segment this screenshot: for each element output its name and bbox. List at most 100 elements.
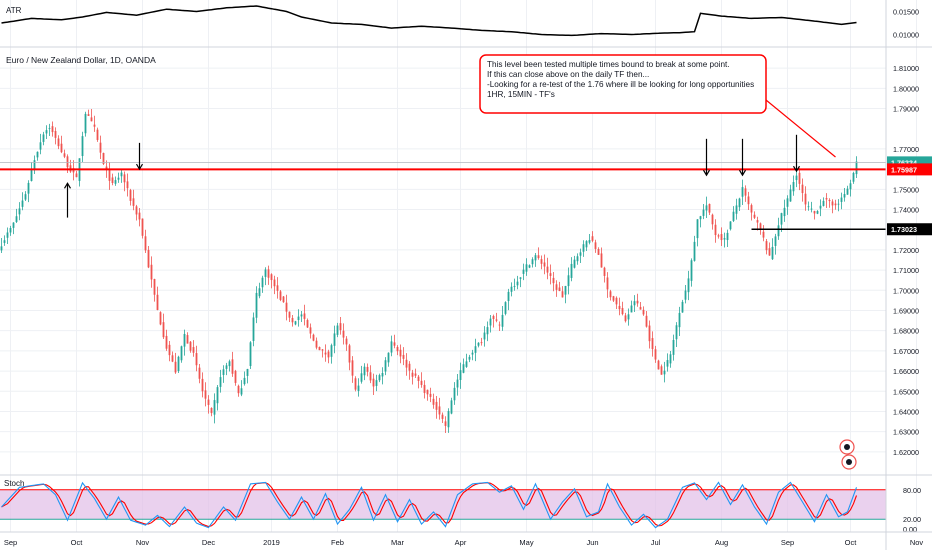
candle-body bbox=[450, 400, 453, 414]
candle bbox=[768, 242, 771, 256]
candle bbox=[282, 296, 285, 303]
candle-body bbox=[93, 124, 96, 127]
candle bbox=[699, 215, 702, 228]
annotation-callout[interactable]: This level been tested multiple times bo… bbox=[479, 54, 836, 158]
candle-body bbox=[579, 252, 582, 256]
candle bbox=[60, 135, 63, 154]
candle bbox=[396, 345, 399, 356]
time-tick-label: Nov bbox=[910, 538, 924, 547]
price-tick-label: 1.71000 bbox=[893, 266, 919, 275]
candle bbox=[417, 374, 420, 389]
candle-body bbox=[384, 360, 387, 372]
candle-body bbox=[432, 398, 435, 405]
candle bbox=[81, 131, 84, 163]
candle bbox=[21, 192, 24, 211]
price-badge-bg bbox=[887, 163, 932, 176]
candle bbox=[495, 312, 498, 323]
candle bbox=[75, 170, 78, 178]
candle-body bbox=[54, 131, 57, 138]
candle-body bbox=[459, 370, 462, 380]
candle bbox=[174, 352, 177, 374]
candle-body bbox=[306, 320, 309, 328]
stoch-k-line bbox=[1, 481, 858, 529]
candle bbox=[408, 361, 411, 380]
candle-body bbox=[627, 314, 630, 320]
candle-body bbox=[831, 201, 834, 206]
annotation-line-2: If this can close above on the daily TF … bbox=[487, 70, 649, 79]
candle bbox=[381, 367, 384, 385]
candle bbox=[498, 321, 501, 332]
candle bbox=[96, 127, 99, 142]
candle bbox=[480, 337, 483, 346]
candle bbox=[792, 175, 795, 196]
horizontal-levels[interactable] bbox=[0, 161, 886, 230]
candle bbox=[285, 294, 288, 321]
test-arrow bbox=[738, 138, 747, 177]
candle bbox=[783, 199, 786, 222]
candle bbox=[387, 352, 390, 367]
candle bbox=[288, 311, 291, 322]
candle-body bbox=[111, 177, 114, 183]
candle bbox=[669, 351, 672, 368]
candle-body bbox=[156, 294, 159, 310]
candle bbox=[117, 172, 120, 183]
candle bbox=[36, 151, 39, 161]
candle bbox=[471, 349, 474, 361]
candle bbox=[429, 387, 432, 403]
candle-body bbox=[735, 205, 738, 214]
candle-body bbox=[411, 372, 414, 377]
candle-body bbox=[486, 327, 489, 335]
candle-body bbox=[123, 174, 126, 183]
replay-icon[interactable] bbox=[839, 439, 855, 455]
candle-body bbox=[480, 342, 483, 344]
candle bbox=[729, 221, 732, 231]
candle-body bbox=[771, 246, 774, 260]
candle-body bbox=[219, 377, 222, 387]
candle bbox=[198, 363, 201, 384]
candle bbox=[3, 235, 6, 246]
candle-body bbox=[447, 411, 450, 428]
candle-body bbox=[195, 353, 198, 366]
candle bbox=[138, 208, 141, 227]
candle-body bbox=[189, 341, 192, 351]
candlestick-series bbox=[0, 109, 858, 434]
candle-body bbox=[603, 267, 606, 276]
candle-body bbox=[723, 238, 726, 240]
candle bbox=[33, 155, 36, 175]
price-badge: 1.75987 bbox=[887, 163, 932, 176]
candle bbox=[645, 310, 648, 328]
candle bbox=[102, 152, 105, 166]
candle-body bbox=[417, 376, 420, 381]
candle bbox=[474, 338, 477, 362]
candle-body bbox=[720, 234, 723, 241]
candle-body bbox=[153, 279, 156, 295]
candle-body bbox=[171, 355, 174, 362]
candle-body bbox=[798, 172, 801, 184]
candle bbox=[612, 295, 615, 302]
candle bbox=[813, 210, 816, 220]
candle bbox=[165, 329, 168, 351]
candle bbox=[807, 201, 810, 211]
candle-body bbox=[399, 349, 402, 357]
candle-body bbox=[327, 351, 330, 358]
price-tick-label: 1.68000 bbox=[893, 327, 919, 336]
candle bbox=[771, 238, 774, 261]
candle bbox=[441, 412, 444, 423]
candle bbox=[252, 312, 255, 347]
settings-icon[interactable] bbox=[841, 454, 857, 470]
time-axis[interactable]: Sep Oct Nov Dec 2019 Feb Mar Apr May Jun Jul Aug Sep… bbox=[4, 538, 924, 547]
candle-body bbox=[615, 297, 618, 305]
candle bbox=[687, 270, 690, 301]
candle bbox=[15, 208, 18, 224]
candle-body bbox=[672, 339, 675, 355]
candle bbox=[486, 321, 489, 342]
candle bbox=[531, 257, 534, 268]
candle-body bbox=[120, 172, 123, 177]
candle bbox=[363, 363, 366, 381]
test-arrow bbox=[135, 142, 144, 171]
candle-body bbox=[360, 373, 363, 382]
candle bbox=[249, 341, 252, 370]
annotation-box[interactable] bbox=[479, 54, 767, 114]
